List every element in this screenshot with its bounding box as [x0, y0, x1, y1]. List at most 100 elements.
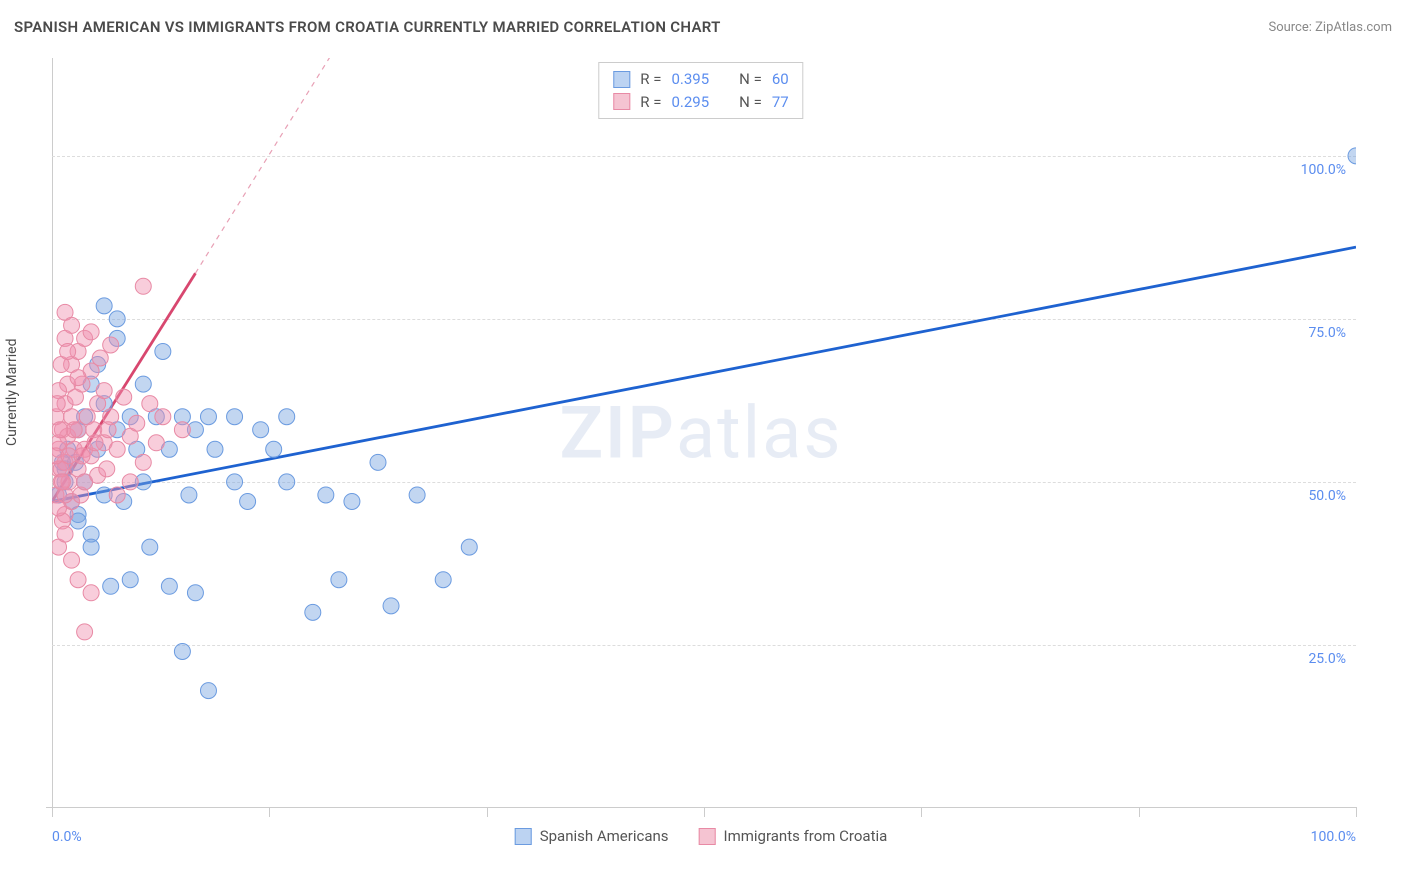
scatter-point	[142, 539, 158, 555]
scatter-point	[103, 578, 119, 594]
x-tick	[1356, 807, 1357, 817]
scatter-point	[54, 474, 70, 490]
scatter-point	[435, 572, 451, 588]
scatter-point	[187, 585, 203, 601]
n-value: 77	[772, 91, 789, 114]
scatter-point	[64, 552, 80, 568]
legend-label: Spanish Americans	[540, 827, 669, 845]
scatter-point	[60, 343, 76, 359]
trend-line	[52, 247, 1356, 501]
trend-line-dashed	[195, 58, 378, 273]
swatch-blue	[613, 71, 630, 88]
scatter-point	[99, 461, 115, 477]
scatter-point	[253, 422, 269, 438]
scatter-point	[279, 474, 295, 490]
scatter-point	[318, 487, 334, 503]
title-bar: SPANISH AMERICAN VS IMMIGRANTS FROM CROA…	[14, 18, 1392, 36]
scatter-point	[96, 383, 112, 399]
scatter-point	[109, 487, 125, 503]
stats-row-1: R = 0.395 N = 60	[613, 68, 788, 91]
r-value: 0.295	[671, 91, 709, 114]
scatter-point	[70, 370, 86, 386]
r-label: R =	[640, 68, 661, 91]
scatter-point	[83, 539, 99, 555]
scatter-point	[200, 683, 216, 699]
swatch-blue	[515, 828, 532, 845]
scatter-point	[200, 409, 216, 425]
r-label: R =	[640, 91, 661, 114]
stats-row-2: R = 0.295 N = 77	[613, 91, 788, 114]
scatter-point	[344, 493, 360, 509]
scatter-point	[74, 448, 90, 464]
series-legend: Spanish Americans Immigrants from Croati…	[515, 827, 888, 845]
scatter-point	[174, 643, 190, 659]
y-axis-title: Currently Married	[4, 339, 20, 446]
swatch-pink	[613, 93, 630, 110]
r-value: 0.395	[671, 68, 709, 91]
scatter-point	[96, 298, 112, 314]
scatter-point	[174, 422, 190, 438]
scatter-point	[77, 624, 93, 640]
scatter-point	[103, 337, 119, 353]
scatter-point	[266, 441, 282, 457]
scatter-point	[227, 474, 243, 490]
scatter-point	[83, 585, 99, 601]
plot-area: R = 0.395 N = 60 R = 0.295 N = 77 ZIPatl…	[46, 58, 1356, 808]
stats-legend: R = 0.395 N = 60 R = 0.295 N = 77	[598, 62, 803, 119]
scatter-point	[52, 396, 65, 412]
x-tick	[52, 807, 53, 817]
scatter-point	[57, 526, 73, 542]
scatter-point	[461, 539, 477, 555]
scatter-point	[70, 572, 86, 588]
n-value: 60	[772, 68, 789, 91]
scatter-point	[122, 474, 138, 490]
scatter-point	[122, 572, 138, 588]
scatter-point	[155, 343, 171, 359]
scatter-point	[109, 441, 125, 457]
scatter-point	[279, 409, 295, 425]
swatch-pink	[699, 828, 716, 845]
scatter-point	[331, 572, 347, 588]
x-tick	[921, 807, 922, 817]
legend-item-1: Spanish Americans	[515, 827, 669, 845]
x-tick-label: 100.0%	[1311, 829, 1356, 845]
chart-title: SPANISH AMERICAN VS IMMIGRANTS FROM CROA…	[14, 18, 721, 36]
legend-item-2: Immigrants from Croatia	[699, 827, 888, 845]
scatter-point	[383, 598, 399, 614]
x-tick	[487, 807, 488, 817]
scatter-point	[52, 422, 68, 438]
scatter-point	[83, 324, 99, 340]
scatter-point	[66, 422, 82, 438]
scatter-point	[116, 389, 132, 405]
scatter-point	[155, 409, 171, 425]
legend-label: Immigrants from Croatia	[724, 827, 888, 845]
scatter-point	[409, 487, 425, 503]
x-tick	[1139, 807, 1140, 817]
n-label: N =	[739, 91, 762, 114]
scatter-point	[161, 578, 177, 594]
scatter-point	[64, 317, 80, 333]
scatter-point	[370, 454, 386, 470]
scatter-point	[52, 500, 67, 516]
scatter-point	[100, 422, 116, 438]
scatter-point	[240, 493, 256, 509]
scatter-point	[142, 396, 158, 412]
x-tick	[269, 807, 270, 817]
scatter-point	[135, 376, 151, 392]
scatter-point	[207, 441, 223, 457]
scatter-point	[129, 415, 145, 431]
scatter-point	[1348, 148, 1356, 164]
scatter-point	[135, 454, 151, 470]
scatter-point	[305, 604, 321, 620]
scatter-point	[181, 487, 197, 503]
scatter-point	[87, 435, 103, 451]
x-tick	[704, 807, 705, 817]
scatter-point	[92, 350, 108, 366]
x-tick-label: 0.0%	[52, 829, 82, 845]
scatter-point	[227, 409, 243, 425]
scatter-point	[148, 435, 164, 451]
plot-svg	[52, 58, 1356, 808]
scatter-point	[135, 278, 151, 294]
scatter-point	[109, 311, 125, 327]
source-label: Source: ZipAtlas.com	[1268, 20, 1392, 35]
